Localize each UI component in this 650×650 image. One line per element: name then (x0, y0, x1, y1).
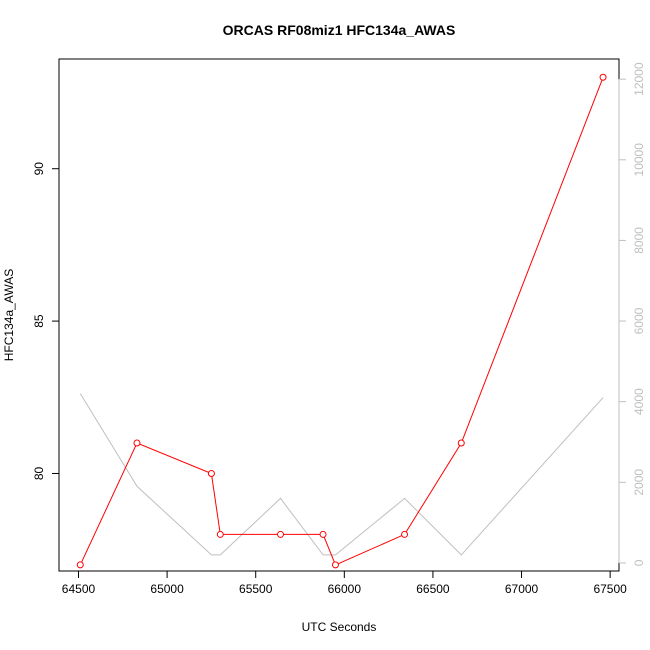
y2-tick-label: 4000 (632, 388, 646, 415)
x-tick-label: 65500 (239, 582, 273, 596)
y-axis-left: 80 85 90 (32, 162, 60, 480)
series-line-right (79, 393, 604, 556)
data-point (216, 530, 224, 538)
x-tick-label: 64500 (62, 582, 96, 596)
data-point (457, 439, 465, 447)
y2-tick-label: 10000 (632, 143, 646, 177)
data-point (331, 561, 339, 569)
y-tick-label: 85 (32, 314, 46, 328)
series-layer (76, 73, 607, 569)
y-axis-right: 0 2000 4000 6000 8000 10000 12000 (618, 62, 646, 566)
x-tick-label: 66500 (416, 582, 450, 596)
data-point (401, 530, 409, 538)
data-point (599, 73, 607, 81)
y-tick-label: 80 (32, 466, 46, 480)
data-point (277, 530, 285, 538)
x-tick-label: 65000 (150, 582, 184, 596)
data-point (319, 530, 327, 538)
y2-tick-label: 6000 (632, 307, 646, 334)
chart-title: ORCAS RF08miz1 HFC134a_AWAS (223, 22, 456, 38)
x-tick-label: 67500 (593, 582, 627, 596)
y-axis-label: HFC134a_AWAS (2, 269, 16, 361)
x-tick-label: 67000 (505, 582, 539, 596)
y2-tick-label: 0 (632, 559, 646, 566)
y2-tick-label: 2000 (632, 469, 646, 496)
x-axis: 64500 65000 65500 66000 66500 67000 67500 (62, 570, 627, 596)
x-tick-label: 66000 (328, 582, 362, 596)
x-axis-label: UTC Seconds (302, 620, 377, 634)
data-point (207, 469, 215, 477)
y2-tick-label: 12000 (632, 62, 646, 96)
data-point (133, 439, 141, 447)
series-line-left (79, 77, 604, 566)
plot-area-frame (58, 58, 620, 572)
y-tick-label: 90 (32, 162, 46, 176)
y2-tick-label: 8000 (632, 227, 646, 254)
data-point (76, 561, 84, 569)
